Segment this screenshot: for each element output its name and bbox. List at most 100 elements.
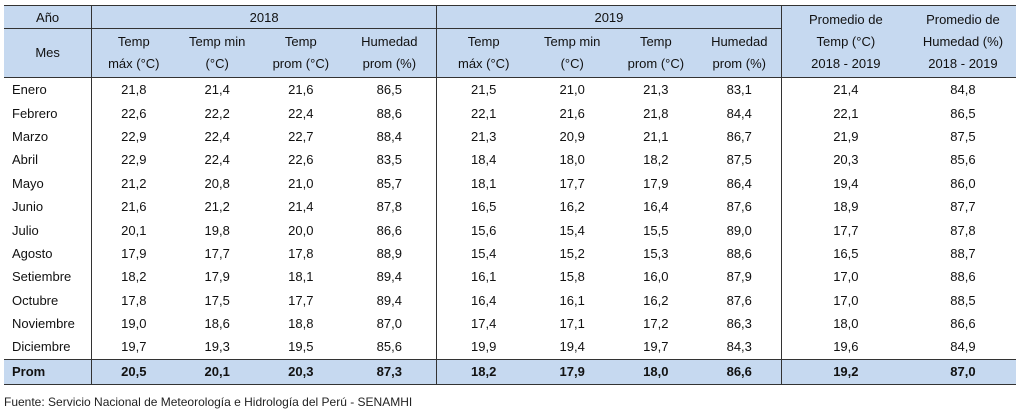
value-cell: 21,0 — [288, 175, 314, 191]
avg-temp-header: Promedio de Temp (°C) 2018 - 2019 — [780, 5, 910, 78]
avg-cell: 20,3 — [259, 358, 343, 385]
value-cell: 87,0 — [376, 316, 402, 332]
value-cell: 16,2 — [643, 292, 669, 308]
value-cell: 17,7 — [559, 175, 585, 191]
col-hum-2018: Humedad prom (%) — [342, 28, 437, 78]
value-cell: 83,5 — [376, 152, 402, 168]
value-cell: 22,7 — [288, 128, 314, 144]
value-cell: 19,5 — [288, 339, 314, 355]
month-cell: Agosto — [12, 245, 53, 261]
value-cell: 17,7 — [288, 292, 314, 308]
value-cell: 21,5 — [436, 77, 531, 102]
value-cell: 22,6 — [288, 152, 314, 168]
value-cell: 17,8 — [91, 288, 176, 312]
value-cell: 16,1 — [559, 292, 585, 308]
value-cell: 87,7 — [950, 199, 976, 215]
value-cell: 15,4 — [436, 241, 531, 266]
value-cell: 16,4 — [643, 199, 669, 215]
table-row: Enero 21,8 21,4 21,6 86,5 21,5 21,0 21,3 83,1 21,… — [4, 77, 1016, 102]
value-cell: 87,5 — [950, 128, 976, 144]
value-cell: 17,1 — [559, 316, 585, 332]
value-cell: 18,6 — [204, 316, 230, 332]
table-row: Mayo 21,2 20,8 21,0 85,7 18,1 17,7 17,9 86,4 19,4… — [4, 171, 1016, 195]
value-cell: 19,4 — [559, 339, 585, 355]
value-cell: 17,9 — [643, 175, 669, 191]
value-cell: 16,4 — [436, 288, 531, 312]
value-cell: 15,8 — [559, 269, 585, 285]
value-cell: 20,1 — [91, 218, 176, 242]
value-cell: 15,2 — [559, 245, 585, 261]
value-cell: 16,2 — [559, 199, 585, 215]
value-cell: 18,1 — [436, 171, 531, 195]
value-cell: 21,3 — [643, 82, 669, 98]
value-cell: 89,4 — [376, 292, 402, 308]
value-cell: 86,6 — [376, 222, 402, 238]
month-cell: Diciembre — [12, 339, 71, 355]
table-row: Febrero 22,6 22,2 22,4 88,6 22,1 21,6 21,8 84,4 2… — [4, 101, 1016, 125]
avg-cell: 19,2 — [780, 358, 910, 385]
average-label: Prom — [4, 358, 92, 385]
avg-cell: 87,0 — [909, 358, 1016, 385]
value-cell: 88,4 — [376, 128, 402, 144]
month-cell: Enero — [12, 82, 47, 98]
value-cell: 84,8 — [950, 82, 976, 98]
value-cell: 15,3 — [643, 245, 669, 261]
value-cell: 88,7 — [950, 245, 976, 261]
value-cell: 87,6 — [726, 199, 752, 215]
value-cell: 19,6 — [780, 335, 910, 360]
value-cell: 19,8 — [204, 222, 230, 238]
col-tprom-2018: Temp prom (°C) — [259, 28, 343, 78]
avg-cell: 18,0 — [614, 358, 698, 385]
value-cell: 18,4 — [436, 148, 531, 172]
month-cell: Abril — [12, 152, 39, 168]
month-cell: Mayo — [12, 175, 44, 191]
value-cell: 22,1 — [780, 101, 910, 125]
avg-hum-l2: Humedad (%) — [922, 33, 1004, 49]
avg-cell: 17,9 — [530, 358, 615, 385]
avg-hum-l1: Promedio de — [926, 11, 1000, 27]
table-row: Setiembre 18,2 17,9 18,1 89,4 16,1 15,8 16,0 87,… — [4, 265, 1016, 289]
value-cell: 16,1 — [436, 265, 531, 289]
value-cell: 21,6 — [91, 194, 176, 219]
value-cell: 18,0 — [559, 152, 585, 168]
value-cell: 17,9 — [91, 241, 176, 266]
value-cell: 84,9 — [950, 339, 976, 355]
table-row: Diciembre 19,7 19,3 19,5 85,6 19,9 19,4 19,7 84,… — [4, 335, 1016, 360]
table-row: Agosto 17,9 17,7 17,8 88,9 15,4 15,2 15,3 88,6 16… — [4, 241, 1016, 266]
table-row: Marzo 22,9 22,4 22,7 88,4 21,3 20,9 21,1 86,7 21,… — [4, 124, 1016, 149]
value-cell: 21,0 — [559, 82, 585, 98]
value-cell: 18,2 — [91, 265, 176, 289]
avg-hum-header: Promedio de Humedad (%) 2018 - 2019 — [909, 5, 1016, 78]
value-cell: 17,9 — [204, 269, 230, 285]
avg-cell: 20,1 — [175, 358, 259, 385]
col-tmin-2019: Temp min (°C) — [530, 28, 615, 78]
value-cell: 85,7 — [376, 175, 402, 191]
value-cell: 15,5 — [643, 222, 669, 238]
value-cell: 21,4 — [204, 82, 230, 98]
value-cell: 19,4 — [780, 171, 910, 195]
value-cell: 19,7 — [643, 339, 669, 355]
value-cell: 16,5 — [780, 241, 910, 266]
col-tmax-2019: Temp máx (°C) — [436, 28, 531, 78]
value-cell: 86,3 — [726, 316, 752, 332]
month-cell: Noviembre — [12, 316, 75, 332]
value-cell: 17,7 — [204, 245, 230, 261]
climate-table: Año 2018 2019 Promedio de Temp (°C) 2018… — [4, 5, 1016, 385]
value-cell: 21,9 — [780, 124, 910, 149]
value-cell: 88,6 — [376, 105, 402, 121]
value-cell: 88,6 — [726, 245, 752, 261]
value-cell: 22,9 — [91, 148, 176, 172]
value-cell: 87,6 — [726, 292, 752, 308]
value-cell: 17,4 — [436, 311, 531, 336]
avg-temp-l2: Temp (°C) — [816, 33, 876, 49]
value-cell: 18,2 — [643, 152, 669, 168]
value-cell: 22,6 — [91, 101, 176, 125]
value-cell: 15,4 — [559, 222, 585, 238]
value-cell: 22,9 — [91, 124, 176, 149]
value-cell: 88,5 — [950, 292, 976, 308]
value-cell: 88,9 — [376, 245, 402, 261]
month-cell: Octubre — [12, 292, 59, 308]
header-year-row: Año 2018 2019 Promedio de Temp (°C) 2018… — [4, 5, 1016, 78]
col-hum-2019: Humedad prom (%) — [697, 28, 782, 78]
value-cell: 86,0 — [950, 175, 976, 191]
